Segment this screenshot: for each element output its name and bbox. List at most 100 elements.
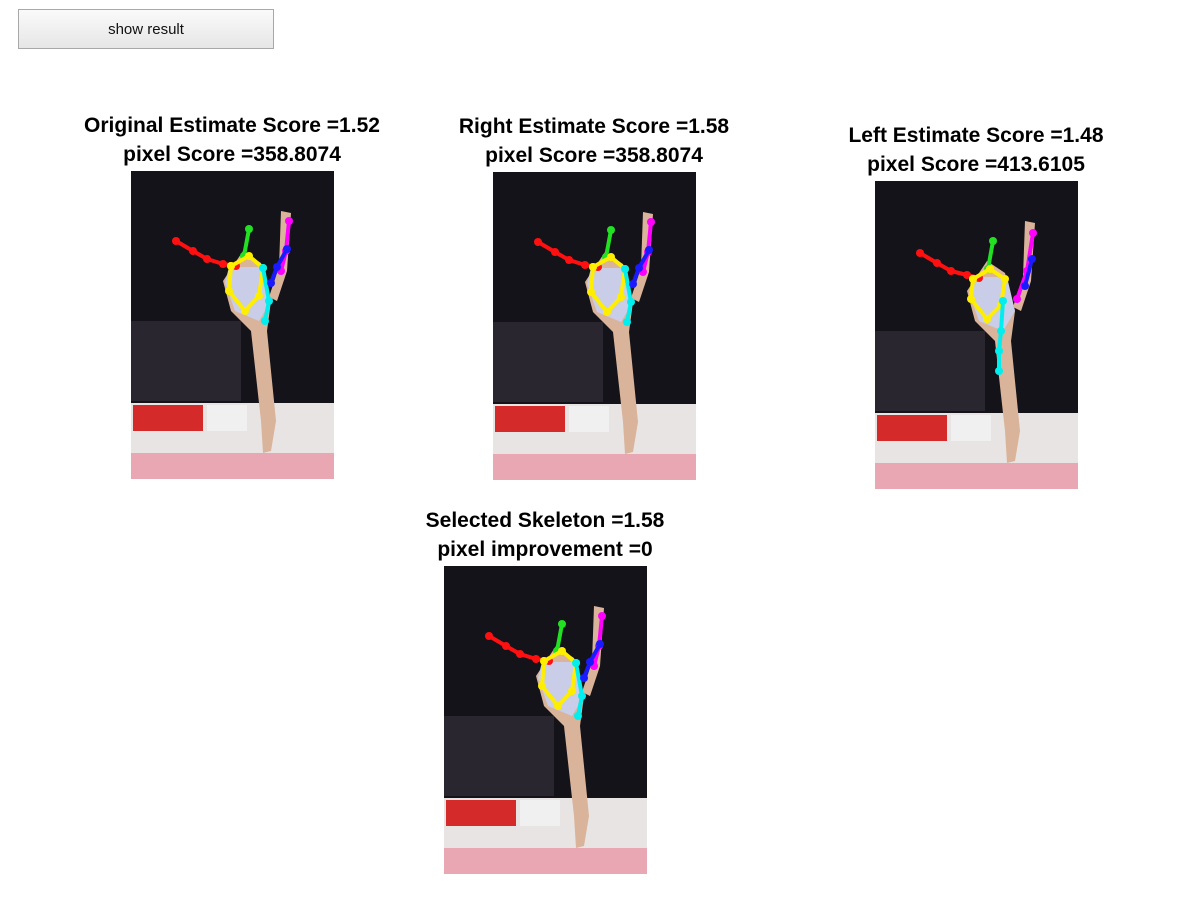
ad-logo xyxy=(876,415,947,441)
panel-title: Selected Skeleton =1.58 xyxy=(425,509,665,532)
skeleton-joint xyxy=(537,682,546,690)
skeleton-joint xyxy=(254,292,263,300)
skeleton-joint xyxy=(171,237,180,245)
skeleton-joint xyxy=(1027,255,1036,263)
skeleton-joint xyxy=(260,317,269,325)
skeleton-joint xyxy=(258,264,267,272)
skeleton-joint xyxy=(644,246,653,254)
arena-stands xyxy=(130,321,241,401)
panel-title: Original Estimate Score =1.52 xyxy=(84,114,380,137)
skeleton-joint xyxy=(646,218,655,226)
panel-subtitle: pixel Score =358.8074 xyxy=(123,143,341,166)
skeleton-joint xyxy=(202,255,211,263)
skeleton-joint xyxy=(994,367,1003,375)
skeleton-joint xyxy=(580,261,589,269)
pose-image xyxy=(492,172,696,480)
skeleton-joint xyxy=(557,620,566,628)
skeleton-joint xyxy=(264,297,273,305)
raised-leg xyxy=(581,606,604,696)
skeleton-joint xyxy=(484,632,493,640)
skeleton-joint xyxy=(266,279,275,287)
floor xyxy=(443,848,647,874)
skeleton-joint xyxy=(985,265,994,273)
skeleton-joint xyxy=(597,612,606,620)
skeleton-limb xyxy=(554,623,564,652)
skeleton-joint xyxy=(557,647,566,655)
skeleton-limb xyxy=(996,300,1005,371)
skeleton-limb xyxy=(1022,258,1034,287)
arena-stands xyxy=(443,716,554,796)
skeleton-joint xyxy=(946,267,955,275)
ad-logo xyxy=(132,405,203,431)
skeleton-joint xyxy=(531,655,540,663)
ad-logo xyxy=(494,406,565,432)
skeleton-joint xyxy=(284,217,293,225)
skeleton-limb xyxy=(985,240,995,270)
skeleton-joint xyxy=(515,650,524,658)
skeleton-joint xyxy=(595,640,604,648)
skeleton-joint xyxy=(932,259,941,267)
skeleton-joint xyxy=(996,327,1005,335)
skeleton-joint xyxy=(622,318,631,326)
skeleton-joint xyxy=(588,263,597,271)
skeleton-joint xyxy=(224,287,233,295)
skeleton-joint xyxy=(962,271,971,279)
ad-logo xyxy=(568,406,609,432)
raised-leg xyxy=(268,211,291,301)
skeleton-joint xyxy=(602,308,611,316)
panel: Left Estimate Score =1.48 pixel Score =4… xyxy=(796,121,1156,489)
pose-image xyxy=(874,181,1078,489)
ad-logo xyxy=(445,800,516,826)
arena-stands xyxy=(492,322,603,402)
panel-subtitle: pixel improvement =0 xyxy=(437,538,653,561)
skeleton-joint xyxy=(553,702,562,710)
panel-title: Right Estimate Score =1.58 xyxy=(458,115,730,138)
floor xyxy=(874,463,1078,489)
skeleton-joint xyxy=(1020,282,1029,290)
pose-image xyxy=(130,171,334,479)
skeleton-joint xyxy=(573,712,582,720)
show-result-button[interactable]: show result xyxy=(18,9,274,49)
panel-title: Left Estimate Score =1.48 xyxy=(848,124,1104,147)
skeleton-joint xyxy=(539,657,548,665)
panel-subtitle: pixel Score =358.8074 xyxy=(485,144,703,167)
skeleton-joint xyxy=(550,248,559,256)
skeleton-joint xyxy=(586,288,595,296)
skeleton-joint xyxy=(994,347,1003,355)
skeleton-joint xyxy=(606,226,615,234)
skeleton-joint xyxy=(244,225,253,233)
skeleton-joint xyxy=(620,265,629,273)
skeleton-joint xyxy=(571,659,580,667)
skeleton-joint xyxy=(585,658,594,666)
skeleton-joint xyxy=(579,674,588,682)
skeleton-joint xyxy=(240,307,249,315)
skeleton-joint xyxy=(567,687,576,695)
panel: Selected Skeleton =1.58 pixel improvemen… xyxy=(365,506,725,874)
ad-logo xyxy=(950,415,991,441)
skeleton-joint xyxy=(226,262,235,270)
floor xyxy=(492,454,696,480)
panel: Right Estimate Score =1.58 pixel Score =… xyxy=(414,112,774,480)
skeleton-joint xyxy=(616,293,625,301)
skeleton-joint xyxy=(628,280,637,288)
skeleton-joint xyxy=(564,256,573,264)
skeleton-joint xyxy=(244,252,253,260)
ad-logo xyxy=(206,405,247,431)
skeleton-joint xyxy=(1028,229,1037,237)
skeleton-joint xyxy=(282,245,291,253)
skeleton-joint xyxy=(966,295,975,303)
skeleton-joint xyxy=(606,253,615,261)
skeleton-joint xyxy=(1000,275,1009,283)
skeleton-joint xyxy=(272,263,281,271)
skeleton-joint xyxy=(998,297,1007,305)
panel-subtitle: pixel Score =413.6105 xyxy=(867,153,1085,176)
skeleton-joint xyxy=(188,247,197,255)
skeleton-joint xyxy=(988,237,997,245)
raised-leg xyxy=(630,212,653,302)
arena-stands xyxy=(874,331,985,411)
panel: Original Estimate Score =1.52 pixel Scor… xyxy=(52,111,412,479)
skeleton-joint xyxy=(533,238,542,246)
skeleton-joint xyxy=(1012,295,1021,303)
skeleton-joint xyxy=(577,692,586,700)
